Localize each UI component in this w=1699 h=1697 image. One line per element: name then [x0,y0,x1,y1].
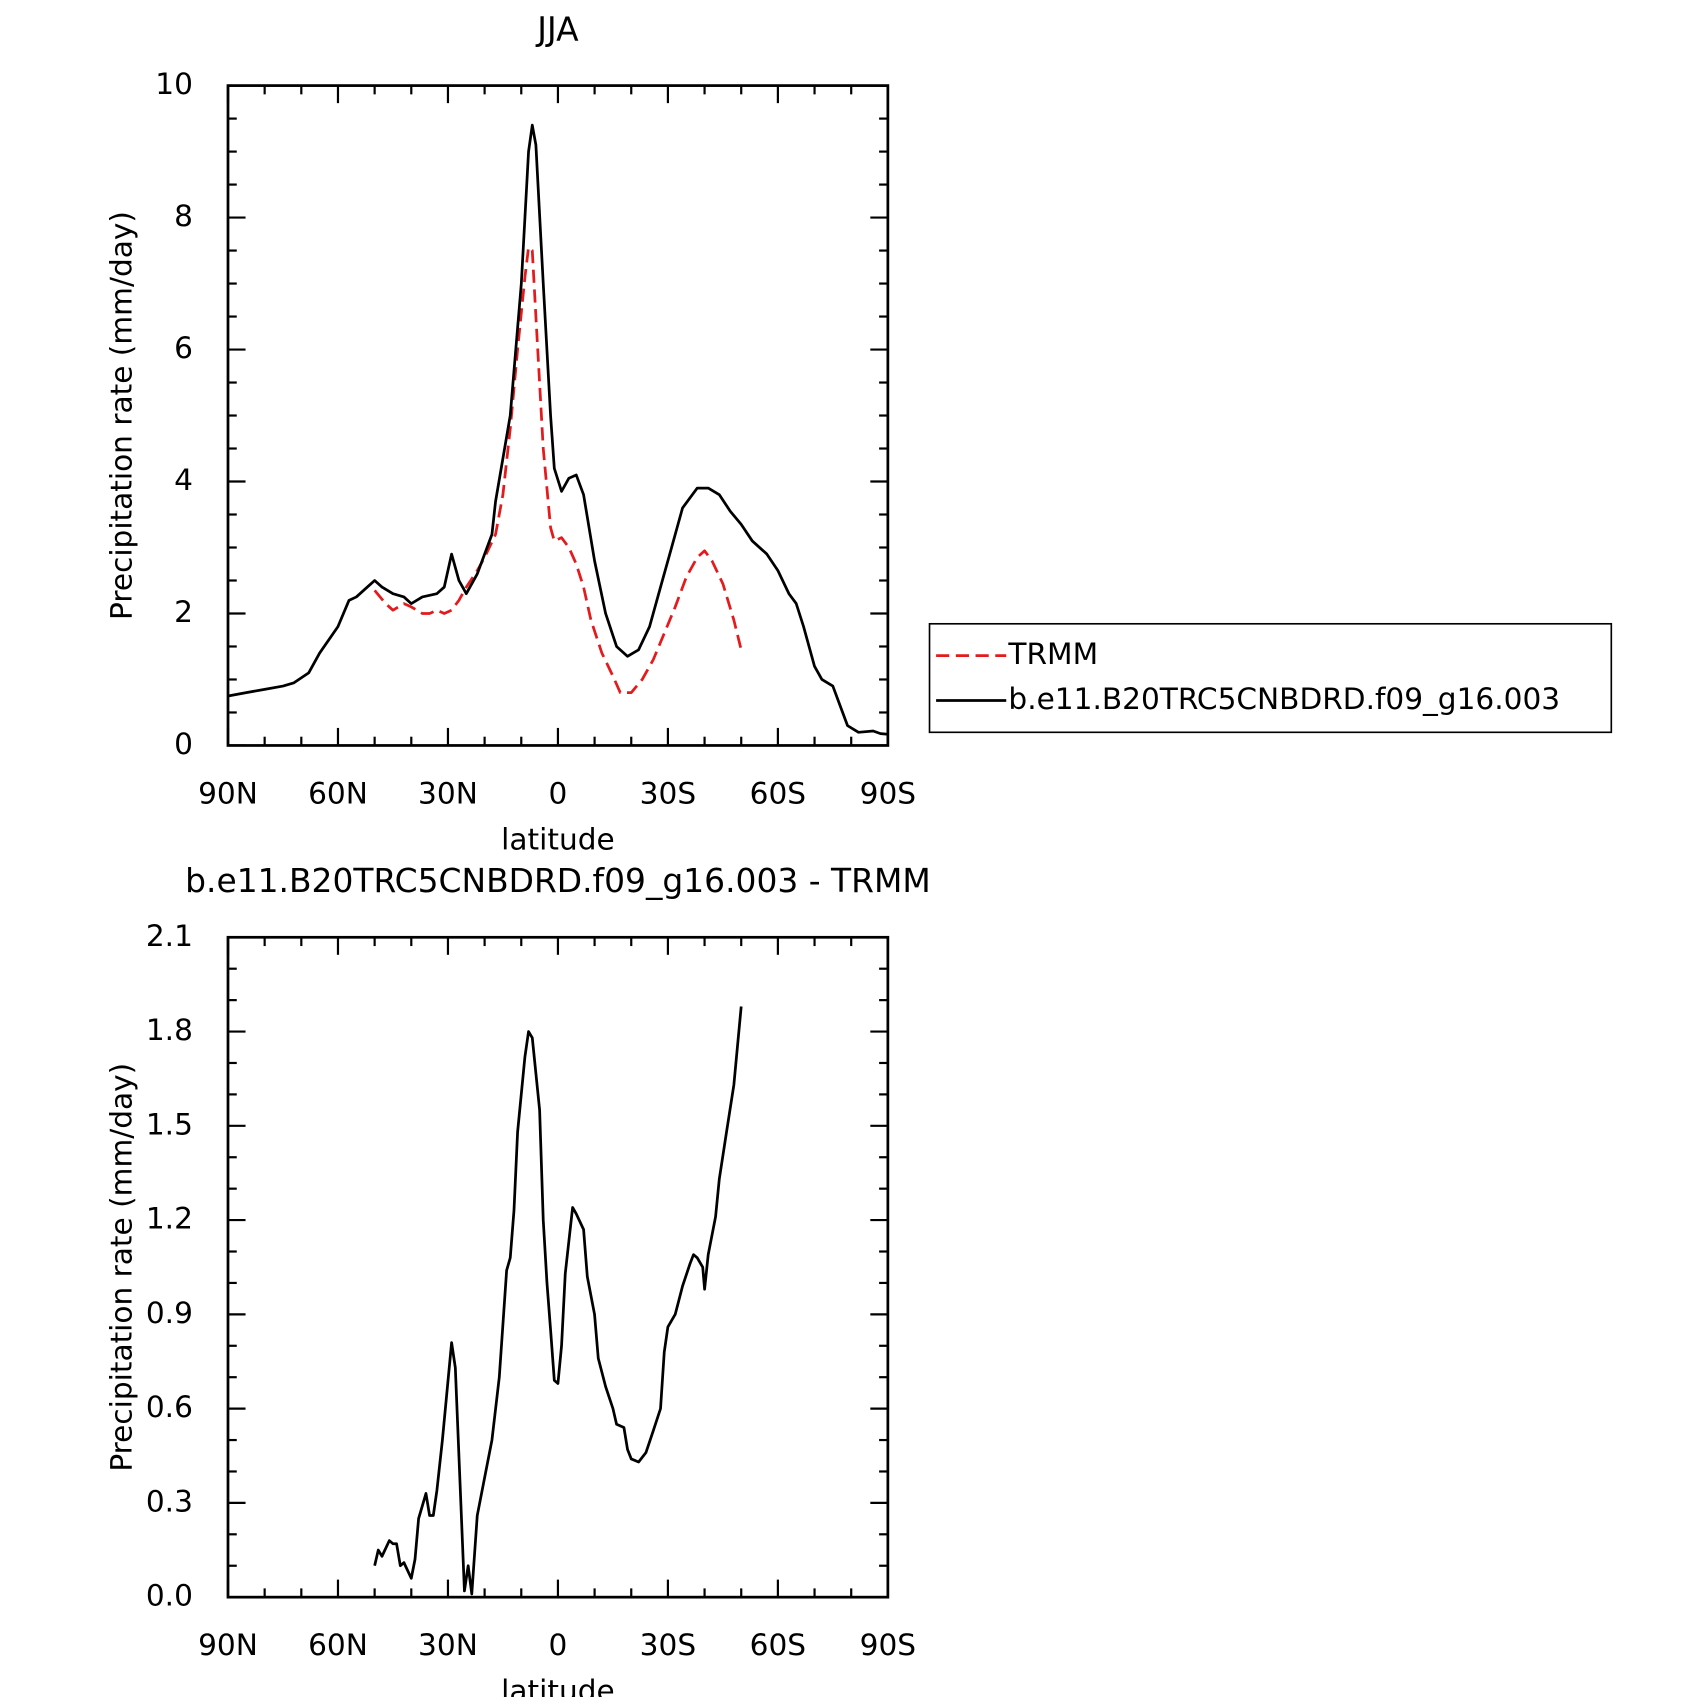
x-tick-label: 30N [418,1628,478,1662]
y-tick-label: 10 [155,67,193,101]
line-series [227,123,888,736]
x-axis-label: latitude [501,1674,614,1697]
y-tick-label: 0.3 [146,1484,193,1518]
x-tick-label: 60S [750,1628,806,1662]
y-tick-label: 4 [174,463,193,497]
y-tick-label: 0.0 [146,1579,193,1613]
y-tick-label: 1.5 [146,1107,193,1141]
x-tick-label: 90S [860,776,916,810]
x-tick-label: 30S [640,776,696,810]
x-tick-label: 0 [549,776,568,810]
x-tick-label: 30S [640,1628,696,1662]
x-tick-label: 90S [860,1628,916,1662]
plot-frame [226,935,890,1599]
x-tick-label: 0 [549,1628,568,1662]
x-tick-label: 60S [750,776,806,810]
legend-box [928,622,1613,734]
x-tick-label: 60N [308,776,368,810]
legend-label: b.e11.B20TRC5CNBDRD.f09_g16.003 [1008,682,1560,716]
x-tick-label: 90N [198,1628,258,1662]
y-tick-label: 0.6 [146,1390,193,1424]
chart-title: JJA [535,9,579,48]
y-axis-label: Precipitation rate (mm/day) [104,1063,138,1472]
x-axis-label: latitude [501,822,614,856]
legend-label: TRMM [1007,637,1098,671]
y-tick-label: 0 [174,727,193,761]
y-tick-label: 2 [174,595,193,629]
line-series [373,245,743,695]
y-tick-label: 2.1 [146,919,193,953]
x-tick-label: 30N [418,776,478,810]
y-axis-label: Precipitation rate (mm/day) [104,211,138,620]
y-tick-label: 1.2 [146,1202,193,1236]
x-tick-label: 90N [198,776,258,810]
y-tick-label: 1.8 [146,1013,193,1047]
line-series [373,1006,743,1596]
chart-title: b.e11.B20TRC5CNBDRD.f09_g16.003 - TRMM [185,861,931,900]
plot-frame [226,84,890,747]
y-tick-label: 8 [174,199,193,233]
y-tick-label: 0.9 [146,1296,193,1330]
x-tick-label: 60N [308,1628,368,1662]
y-tick-label: 6 [174,331,193,365]
